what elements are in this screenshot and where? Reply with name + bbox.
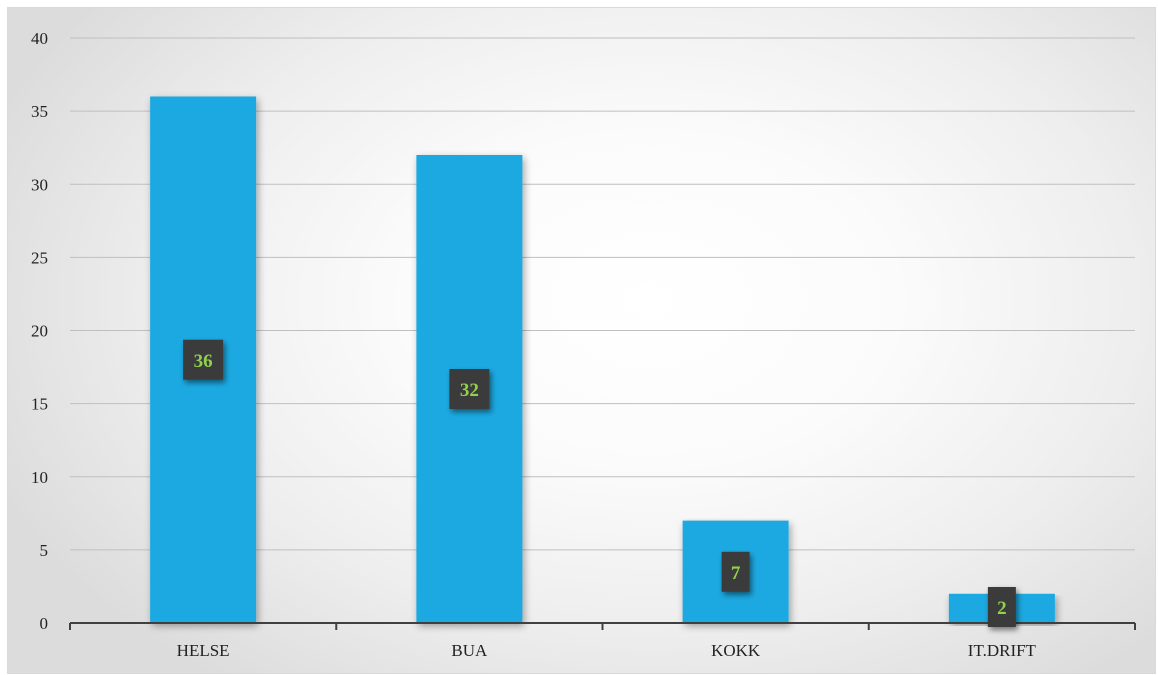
data-label: 7	[721, 551, 750, 592]
x-category-label: HELSE	[177, 641, 230, 660]
x-axis	[69, 622, 1136, 630]
data-label-value: 36	[194, 351, 213, 372]
data-label-box	[183, 339, 224, 380]
data-label-value: 32	[460, 380, 479, 401]
y-tick-label: 40	[31, 29, 48, 48]
y-tick-label: 5	[40, 541, 49, 560]
y-tick-label: 20	[31, 322, 48, 341]
bars	[150, 96, 1055, 623]
x-category-label: KOKK	[711, 641, 761, 660]
y-tick-label: 25	[31, 248, 48, 267]
data-label: 36	[183, 339, 224, 380]
data-label-value: 7	[731, 563, 741, 584]
x-axis-categories: HELSE BUA KOKK IT.DRIFT	[177, 641, 1037, 660]
y-tick-label: 35	[31, 102, 48, 121]
y-tick-label: 30	[31, 175, 48, 194]
data-label-box	[449, 369, 490, 409]
x-category-label: IT.DRIFT	[968, 641, 1037, 660]
y-tick-label: 15	[31, 395, 48, 414]
data-label-box	[987, 587, 1016, 627]
data-label-box	[721, 551, 750, 592]
data-label: 32	[449, 369, 490, 409]
y-axis-ticks: 0 5 10 15 20 25 30 35 40	[31, 29, 48, 633]
x-category-label: BUA	[451, 641, 488, 660]
y-tick-label: 0	[40, 614, 49, 633]
data-label: 2	[987, 587, 1016, 627]
data-labels: 36 32 7 2	[183, 339, 1016, 627]
data-label-value: 2	[997, 598, 1007, 619]
y-tick-label: 10	[31, 468, 48, 487]
